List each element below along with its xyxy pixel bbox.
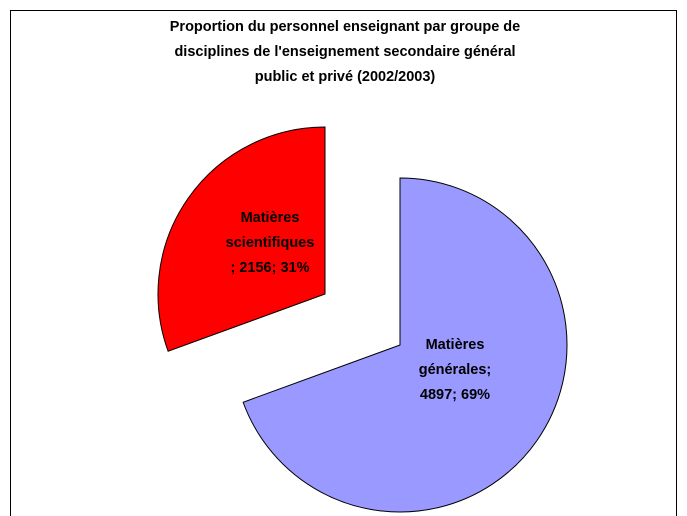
data-label: générales; [419,362,492,378]
data-label: Matières [241,210,300,226]
pie-slice [242,177,568,513]
pie-slice [157,126,326,352]
data-label: ; 2156; 31% [231,260,310,276]
data-label: Matières [426,337,485,353]
data-label: scientifiques [226,235,315,251]
data-label: 4897; 69% [420,387,490,403]
chart-title: disciplines de l'enseignement secondaire… [174,44,515,60]
chart-title: public et privé (2002/2003) [255,69,436,85]
chart-title: Proportion du personnel enseignant par g… [170,19,520,35]
